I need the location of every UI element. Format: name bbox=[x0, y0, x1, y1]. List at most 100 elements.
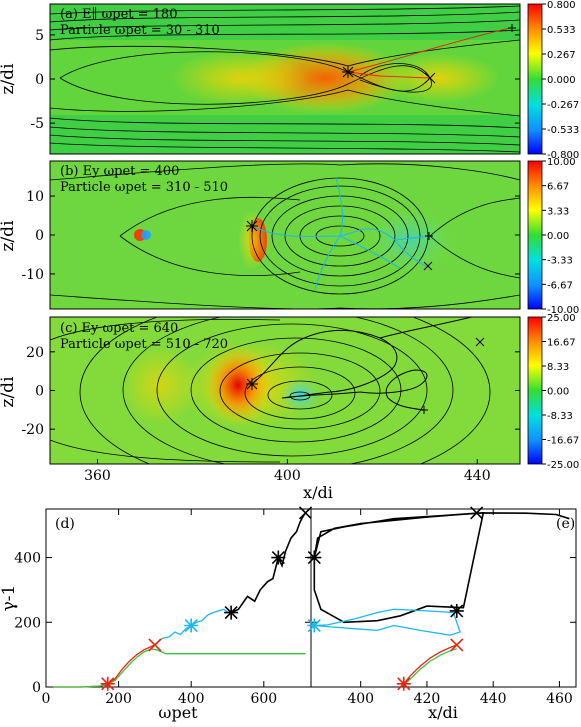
colorbar-b-ticks: 10.00 6.67 3.33 0.00 -3.33 -6.67 -10.00 bbox=[542, 157, 579, 316]
marker-cross bbox=[148, 638, 162, 652]
y-tick-label: 400 bbox=[14, 551, 41, 567]
colorbar-c bbox=[527, 316, 543, 465]
colorbar-b bbox=[527, 160, 543, 310]
marker-star bbox=[307, 618, 322, 633]
marker-cross bbox=[298, 506, 313, 520]
marker-star-c bbox=[246, 378, 258, 390]
panel-c-xticks: 360 400 440 bbox=[84, 459, 491, 484]
colorbar-tick-label: -6.67 bbox=[547, 280, 573, 291]
x-tick-label: 440 bbox=[480, 691, 507, 707]
marker-cross-b bbox=[423, 261, 433, 271]
panel-a-title: (a) E∥ ωpet = 180 bbox=[60, 7, 177, 22]
colorbar-tick-label: 25.00 bbox=[547, 313, 576, 324]
colorbar-tick-label: 16.67 bbox=[547, 338, 576, 349]
x-tick-label: 400 bbox=[347, 691, 374, 707]
panel-d-axes: 0 200 400 600 0 200 400 bbox=[14, 509, 311, 707]
panel-e-plot bbox=[307, 506, 570, 691]
panel-d: (d) γ-1 ωpet 0 200 400 600 0 200 400 bbox=[0, 506, 313, 722]
panel-c-title: (c) Ey ωpet = 640 bbox=[60, 321, 178, 336]
panel-e: (e) x/di 400 420 440 460 bbox=[307, 506, 577, 722]
panel-d-xlabel: ωpet bbox=[158, 703, 198, 722]
x-tick-label: 360 bbox=[84, 468, 111, 484]
x-tick-label: 0 bbox=[42, 691, 51, 707]
panel-d-label: (d) bbox=[55, 516, 75, 532]
y-tick-label: 5 bbox=[35, 28, 44, 44]
colorbar-tick-label: 3.33 bbox=[547, 206, 569, 217]
x-tick-label: 200 bbox=[105, 691, 132, 707]
panel-b-title: (b) Ey ωpet = 400 bbox=[60, 164, 179, 179]
x-tick-label: 400 bbox=[178, 691, 205, 707]
series-line-cyan bbox=[154, 608, 232, 646]
colorbar-tick-label: 0.00 bbox=[547, 231, 569, 242]
marker-cross bbox=[470, 506, 484, 520]
x-tick-label: 420 bbox=[414, 691, 441, 707]
x-tick-label: 460 bbox=[546, 691, 573, 707]
colorbar-tick-label: -0.800 bbox=[547, 150, 579, 161]
y-tick-label: 200 bbox=[14, 615, 41, 631]
colorbar-a-ticks: 0.800 0.533 0.267 0.000 -0.267 -0.533 -0.800 bbox=[542, 0, 579, 161]
panel-a-ylabel: z/di bbox=[0, 63, 18, 95]
marker-cross-a bbox=[424, 72, 436, 84]
marker-star bbox=[224, 605, 239, 620]
y-tick-label: 0 bbox=[35, 72, 44, 88]
x-tick-label: 440 bbox=[464, 468, 491, 484]
colorbar-tick-label: 8.33 bbox=[547, 362, 569, 373]
marker-star-b bbox=[246, 220, 258, 232]
x-tick-label: 600 bbox=[250, 691, 277, 707]
y-tick-label: 0 bbox=[35, 228, 44, 244]
y-tick-label: 0 bbox=[32, 680, 41, 696]
panel-e-xlabel: x/di bbox=[428, 703, 458, 722]
y-tick-label: -5 bbox=[30, 116, 44, 132]
colorbar-tick-label: -0.533 bbox=[547, 125, 579, 136]
marker-star bbox=[271, 550, 286, 565]
series-line-green bbox=[53, 648, 306, 688]
marker-star-a bbox=[342, 66, 354, 78]
marker-cross-c bbox=[475, 337, 485, 347]
marker-star bbox=[184, 618, 199, 633]
colorbar-tick-label: -16.67 bbox=[547, 436, 579, 447]
marker-cross bbox=[450, 638, 464, 652]
panel-a-subtitle: Particle ωpet = 30 - 310 bbox=[60, 23, 220, 38]
panel-d-plot bbox=[53, 506, 313, 691]
marker-star bbox=[100, 676, 115, 691]
series-line-cyan bbox=[314, 608, 461, 636]
colorbar-tick-label: -10.00 bbox=[547, 305, 579, 316]
panel-b-ylabel: z/di bbox=[0, 220, 18, 252]
panel-d-ylabel: γ-1 bbox=[0, 585, 19, 612]
marker-star bbox=[396, 676, 411, 691]
panel-b-yticks: -10 0 10 bbox=[21, 189, 520, 283]
y-tick-label: -10 bbox=[21, 267, 44, 283]
colorbar-tick-label: -25.00 bbox=[547, 460, 579, 471]
x-tick-label: 400 bbox=[274, 468, 301, 484]
y-tick-label: 20 bbox=[26, 345, 44, 361]
colorbar-tick-label: 10.00 bbox=[547, 157, 576, 168]
colorbar-tick-label: -8.33 bbox=[547, 411, 573, 422]
panel-c-subtitle: Particle ωpet = 510 - 720 bbox=[60, 337, 228, 352]
colorbar-tick-label: 6.67 bbox=[547, 182, 569, 193]
colorbar-tick-label: 0.800 bbox=[547, 0, 576, 11]
colorbar-tick-label: 0.00 bbox=[547, 387, 569, 398]
marker-star bbox=[449, 603, 464, 618]
colorbar-tick-label: 0.533 bbox=[547, 25, 576, 36]
panel-c-yticks: -20 0 20 bbox=[21, 345, 520, 438]
marker-star bbox=[307, 550, 322, 565]
colorbar-tick-label: -0.267 bbox=[547, 100, 579, 111]
panel-b-subtitle: Particle ωpet = 310 - 510 bbox=[60, 180, 228, 195]
panel-c-ylabel: z/di bbox=[0, 376, 18, 408]
colorbar-tick-label: 0.267 bbox=[547, 50, 576, 61]
y-tick-label: -20 bbox=[21, 422, 44, 438]
panel-e-label: (e) bbox=[556, 516, 575, 532]
panel-e-axes: 400 420 440 460 bbox=[311, 509, 576, 707]
y-tick-label: 10 bbox=[26, 189, 44, 205]
y-tick-label: 0 bbox=[35, 384, 44, 400]
series-line-black bbox=[313, 512, 570, 624]
colorbar-c-ticks: 25.00 16.67 8.33 0.00 -8.33 -16.67 -25.00 bbox=[542, 313, 579, 471]
panel-a-yticks: -5 0 5 bbox=[30, 28, 520, 132]
panel-b: (b) Ey ωpet = 400 Particle ωpet = 310 - … bbox=[0, 157, 579, 316]
colorbar-tick-label: 0.000 bbox=[547, 75, 576, 86]
panel-c: (c) Ey ωpet = 640 Particle ωpet = 510 - … bbox=[0, 313, 579, 502]
colorbar-tick-label: -3.33 bbox=[547, 256, 573, 267]
panel-a: (a) E∥ ωpet = 180 Particle ωpet = 30 - 3… bbox=[0, 0, 579, 161]
panel-c-xlabel: x/di bbox=[303, 483, 333, 502]
